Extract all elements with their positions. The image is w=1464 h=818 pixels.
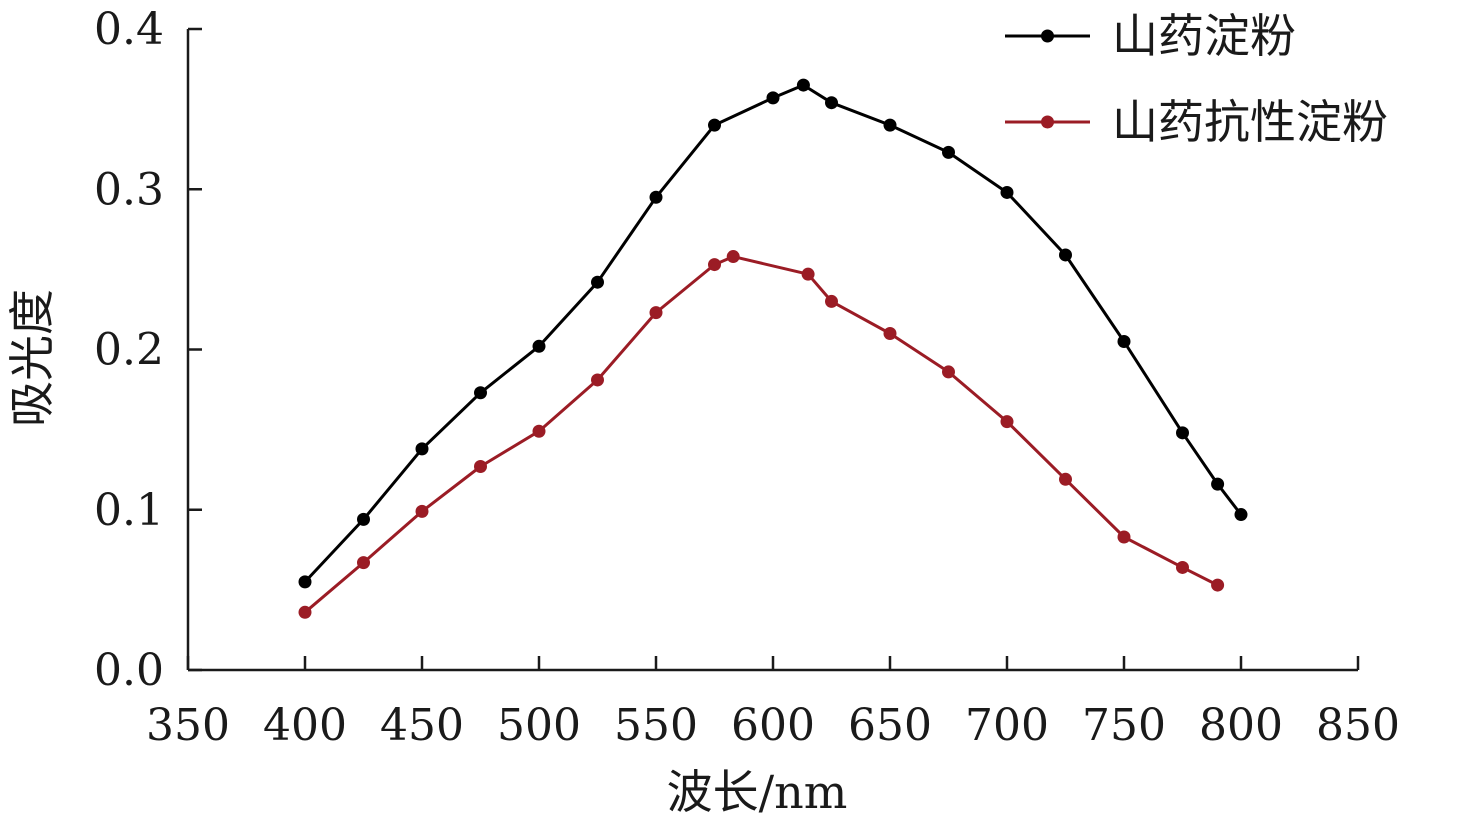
x-tick-label: 550 bbox=[614, 700, 698, 751]
data-point bbox=[1117, 334, 1131, 348]
data-point bbox=[942, 145, 955, 159]
data-point bbox=[1176, 560, 1189, 574]
data-point bbox=[415, 442, 429, 456]
data-point bbox=[825, 96, 838, 110]
x-tick-label: 450 bbox=[380, 700, 464, 751]
data-point bbox=[474, 386, 487, 400]
legend-label: 山药抗性淀粉 bbox=[1112, 95, 1388, 149]
data-point bbox=[1176, 426, 1189, 440]
data-point bbox=[825, 294, 838, 308]
axes: 350 400 450 500 550 600 650 700 750 800 850 0.0 0.1 0… bbox=[94, 4, 1400, 751]
legend-marker bbox=[1041, 29, 1054, 43]
x-tick-label: 650 bbox=[848, 700, 932, 751]
data-point bbox=[415, 504, 429, 518]
data-point bbox=[1059, 248, 1072, 262]
x-tick-label: 750 bbox=[1082, 700, 1166, 751]
data-point bbox=[357, 556, 370, 570]
data-point bbox=[532, 339, 546, 353]
y-tick-label: 0.1 bbox=[94, 485, 164, 536]
data-point bbox=[708, 258, 721, 272]
legend-entry: 山药淀粉 bbox=[1005, 9, 1296, 63]
data-point bbox=[1234, 508, 1248, 522]
x-tick-label: 700 bbox=[965, 700, 1049, 751]
data-point bbox=[1059, 472, 1072, 486]
x-tick-label: 850 bbox=[1316, 700, 1400, 751]
data-point bbox=[649, 306, 663, 320]
data-point bbox=[883, 118, 897, 132]
data-point bbox=[298, 605, 312, 619]
x-axis-title: 波长/nm bbox=[667, 765, 848, 818]
data-point bbox=[649, 190, 663, 204]
data-point bbox=[298, 575, 312, 589]
data-point bbox=[1117, 530, 1131, 544]
legend-label: 山药淀粉 bbox=[1112, 9, 1296, 63]
x-tick-label: 600 bbox=[731, 700, 815, 751]
series-line bbox=[304, 255, 1219, 614]
data-point bbox=[766, 91, 780, 105]
x-tick-label: 350 bbox=[146, 700, 230, 751]
x-tick-label: 400 bbox=[263, 700, 347, 751]
data-point bbox=[796, 78, 810, 92]
data-point bbox=[801, 267, 815, 281]
data-point bbox=[1211, 578, 1225, 592]
data-point bbox=[942, 365, 955, 379]
y-tick-label: 0.3 bbox=[94, 164, 164, 215]
series-1 bbox=[298, 78, 1248, 589]
legend-entry: 山药抗性淀粉 bbox=[1005, 95, 1388, 149]
series-line bbox=[303, 83, 1243, 583]
data-point bbox=[708, 118, 721, 132]
data-point bbox=[357, 512, 370, 526]
series-layer bbox=[298, 78, 1248, 619]
series-2 bbox=[298, 250, 1225, 619]
data-point bbox=[1000, 185, 1014, 199]
data-point bbox=[1000, 415, 1014, 429]
y-tick-label: 0.4 bbox=[94, 4, 164, 55]
data-point bbox=[726, 250, 740, 264]
x-tick-label: 500 bbox=[497, 700, 581, 751]
data-point bbox=[1211, 477, 1225, 491]
data-point bbox=[474, 459, 487, 473]
x-tick-label: 800 bbox=[1199, 700, 1283, 751]
legend-marker bbox=[1041, 115, 1054, 129]
y-axis-title: 吸光度 bbox=[5, 289, 59, 427]
data-point bbox=[591, 373, 604, 387]
data-point bbox=[883, 326, 897, 340]
data-point bbox=[591, 275, 604, 289]
data-point bbox=[532, 424, 546, 438]
y-tick-label: 0.0 bbox=[94, 645, 164, 696]
y-tick-label: 0.2 bbox=[94, 325, 164, 376]
